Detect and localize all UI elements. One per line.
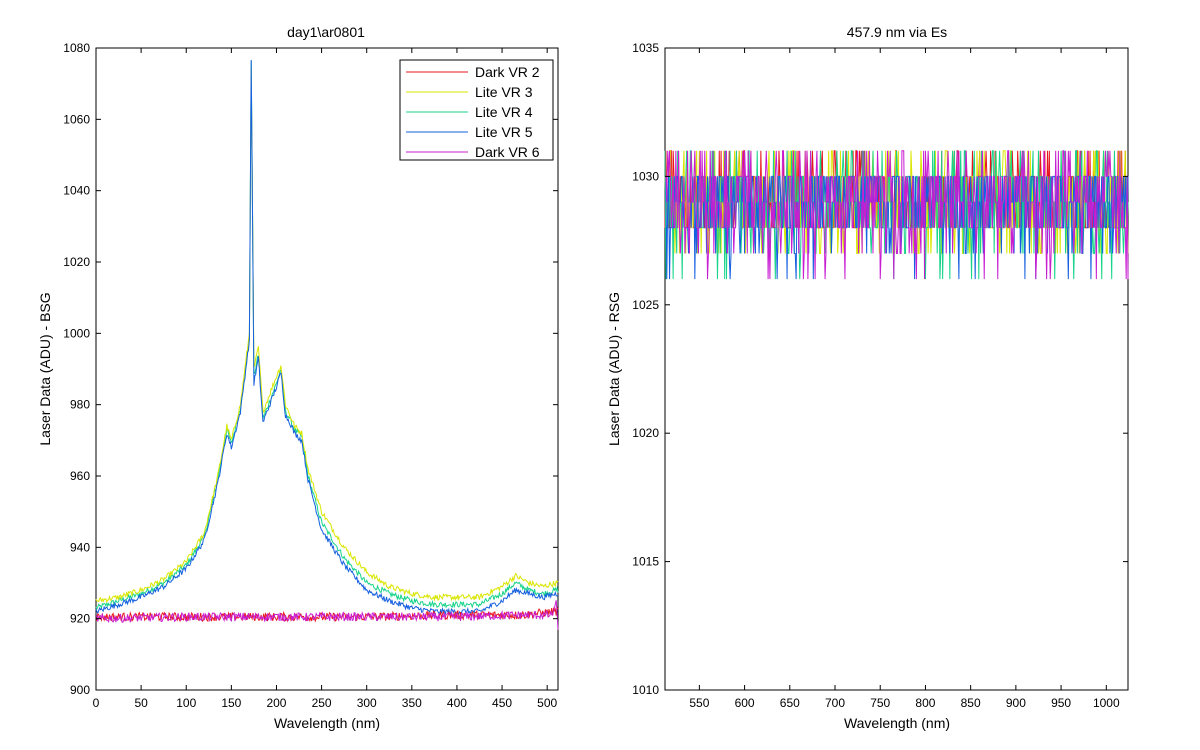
left-chart-title: day1\ar0801 bbox=[287, 24, 365, 40]
left-y-ticks: 900 920 940 960 980 1000 1020 1040 1060 1080 bbox=[63, 41, 558, 697]
left-chart: day1\ar0801 0 50 100 150 200 250 300 350 400 450 5… bbox=[37, 24, 559, 731]
left-series-line-dark-vr-6 bbox=[95, 600, 559, 630]
legend-box bbox=[399, 59, 554, 161]
legend: Dark VR 2 Lite VR 3 Lite VR 4 Lite VR 5 Dark… bbox=[399, 59, 554, 161]
right-y-tick-label: 1010 bbox=[632, 683, 659, 697]
right-chart-title: 457.9 nm via Es bbox=[847, 24, 947, 40]
left-x-tick-label: 450 bbox=[492, 696, 512, 710]
left-x-tick-label: 200 bbox=[266, 696, 286, 710]
left-y-axis-label: Laser Data (ADU) - BSG bbox=[37, 292, 53, 445]
left-y-tick-label: 1080 bbox=[63, 41, 90, 55]
left-x-axis-label: Wavelength (nm) bbox=[274, 715, 380, 731]
left-series-line-lite-vr-3 bbox=[95, 68, 559, 604]
right-series-line-dark-vr-6 bbox=[665, 150, 1129, 280]
left-y-tick-label: 960 bbox=[70, 469, 90, 483]
right-plot-area bbox=[664, 47, 1129, 691]
left-y-tick-label: 1040 bbox=[63, 184, 90, 198]
left-series-group bbox=[95, 60, 559, 630]
left-x-ticks: 0 50 100 150 200 250 300 350 400 450 500 bbox=[93, 48, 558, 710]
left-x-tick-label: 250 bbox=[312, 696, 332, 710]
right-x-tick-label: 950 bbox=[1051, 696, 1071, 710]
right-y-tick-label: 1030 bbox=[632, 169, 659, 183]
right-x-tick-label: 850 bbox=[961, 696, 981, 710]
left-x-tick-label: 0 bbox=[93, 696, 100, 710]
legend-label-dark-vr-6: Dark VR 6 bbox=[475, 144, 540, 160]
right-x-tick-label: 1000 bbox=[1093, 696, 1120, 710]
left-x-tick-label: 50 bbox=[134, 696, 148, 710]
right-x-tick-label: 650 bbox=[780, 696, 800, 710]
right-series-group bbox=[664, 150, 1129, 280]
legend-label-dark-vr-2: Dark VR 2 bbox=[475, 64, 540, 80]
right-x-tick-label: 900 bbox=[1006, 696, 1026, 710]
left-x-tick-label: 400 bbox=[447, 696, 467, 710]
right-series-line-lite-vr-5 bbox=[665, 175, 1129, 280]
legend-label-lite-vr-4: Lite VR 4 bbox=[475, 104, 533, 120]
right-x-tick-label: 550 bbox=[689, 696, 709, 710]
right-x-tick-label: 750 bbox=[870, 696, 890, 710]
right-x-axis-label: Wavelength (nm) bbox=[844, 715, 950, 731]
right-x-tick-label: 600 bbox=[735, 696, 755, 710]
right-x-tick-label: 800 bbox=[915, 696, 935, 710]
left-y-tick-label: 900 bbox=[70, 683, 90, 697]
left-x-tick-label: 150 bbox=[221, 696, 241, 710]
left-y-tick-label: 1000 bbox=[63, 326, 90, 340]
right-y-tick-label: 1035 bbox=[632, 41, 659, 55]
left-x-tick-label: 300 bbox=[357, 696, 377, 710]
left-y-tick-label: 940 bbox=[70, 540, 90, 554]
left-x-tick-label: 100 bbox=[176, 696, 196, 710]
left-y-tick-label: 1020 bbox=[63, 255, 90, 269]
left-y-tick-label: 1060 bbox=[63, 112, 90, 126]
right-y-tick-label: 1020 bbox=[632, 426, 659, 440]
right-y-tick-label: 1025 bbox=[632, 298, 659, 312]
right-chart: 457.9 nm via Es 550 600 650 700 750 800 850 900… bbox=[606, 24, 1129, 731]
right-x-tick-label: 700 bbox=[825, 696, 845, 710]
right-y-tick-label: 1015 bbox=[632, 555, 659, 569]
right-y-axis-label: Laser Data (ADU) - RSG bbox=[606, 292, 622, 446]
left-x-tick-label: 500 bbox=[537, 696, 557, 710]
right-y-ticks: 1010 1015 1020 1025 1030 1035 bbox=[632, 41, 1128, 697]
right-x-ticks: 550 600 650 700 750 800 850 900 950 1000 bbox=[689, 48, 1120, 710]
left-series-line-lite-vr-5 bbox=[95, 60, 559, 616]
left-y-tick-label: 980 bbox=[70, 398, 90, 412]
left-y-tick-label: 920 bbox=[70, 612, 90, 626]
legend-label-lite-vr-3: Lite VR 3 bbox=[475, 84, 533, 100]
legend-label-lite-vr-5: Lite VR 5 bbox=[475, 124, 533, 140]
left-series-line-lite-vr-4 bbox=[95, 61, 559, 610]
left-x-tick-label: 350 bbox=[402, 696, 422, 710]
